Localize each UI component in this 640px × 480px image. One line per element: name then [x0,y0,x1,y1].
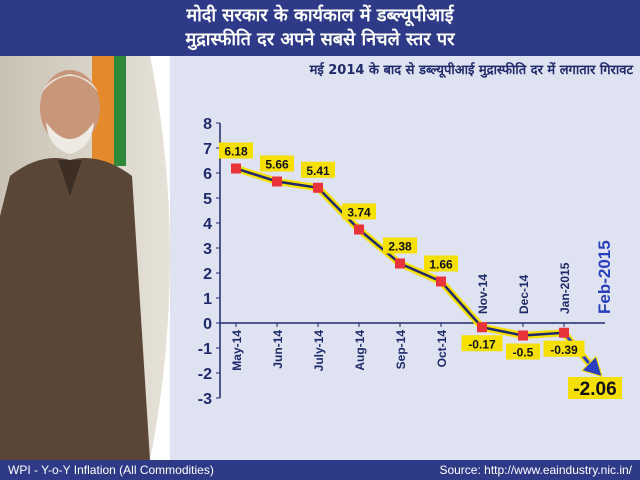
data-label-box [506,343,540,360]
data-label-box [543,340,585,357]
x-category-label: Jan-2015 [558,262,572,314]
header-title-line-2: मुद्रास्फीति दर अपने सबसे निचले स्तर पर [185,29,455,50]
data-label-box [260,155,294,172]
data-point-marker [477,322,487,333]
x-category-label: Oct-14 [435,330,449,368]
data-point-marker [272,176,282,187]
y-tick-label: 4 [203,216,212,233]
final-value-label: -2.06 [573,379,616,400]
y-tick-label: 2 [203,266,212,283]
footer-caption: WPI - Y-o-Y Inflation (All Commodities) [8,463,214,477]
y-tick-label: 8 [203,116,212,133]
data-label: 1.66 [429,258,453,272]
data-label: 5.41 [306,164,330,178]
x-category-label: Aug-14 [353,330,367,371]
y-tick-label: 7 [203,141,212,158]
y-tick-label: 0 [203,316,212,333]
x-category-label: Sep-14 [394,330,408,370]
data-label: -0.17 [468,337,496,351]
data-label: 6.18 [224,145,248,159]
data-label: -0.5 [513,346,534,360]
x-category-label: Dec-14 [517,274,531,314]
data-label: 5.66 [265,158,289,172]
y-tick-label: -3 [198,391,212,408]
y-tick-label: -2 [198,366,212,383]
data-label: -0.39 [550,343,578,357]
x-category-label: Jun-14 [271,330,285,369]
data-label-box [383,237,417,254]
y-tick-label: 1 [203,291,212,308]
data-label: 3.74 [347,206,371,220]
trend-arrow-head [581,355,603,378]
y-tick-label: -1 [198,341,212,358]
x-category-label: July-14 [312,330,326,372]
chart-title: मई 2014 के बाद से डब्ल्यूपीआई मुद्रास्फी… [309,63,633,78]
x-category-label: May-14 [230,330,244,371]
footer-source: Source: http://www.eaindustry.nic.in/ [439,463,632,477]
final-value-label-box [568,377,622,399]
data-point-marker [313,182,323,193]
header-title-line-1: मोदी सरकार के कार्यकाल में डब्ल्यूपीआई [186,5,454,26]
data-label-box [424,255,458,272]
data-point-marker [559,327,569,338]
data-label: 2.38 [388,240,412,254]
x-category-label: Nov-14 [476,274,490,314]
y-tick-label: 6 [203,166,212,183]
data-point-marker [231,163,241,174]
portrait-photo [0,56,170,460]
footer-bar: WPI - Y-o-Y Inflation (All Commodities) … [0,460,640,480]
data-point-marker [354,224,364,235]
x-category-label-final: Feb-2015 [595,240,614,314]
data-label-box [301,161,335,178]
data-point-marker [518,330,528,341]
header-banner: मोदी सरकार के कार्यकाल में डब्ल्यूपीआई म… [0,0,640,56]
data-label-box [461,335,503,352]
data-label-box [219,142,253,159]
data-label-box [342,203,376,220]
y-tick-label: 5 [203,191,212,208]
y-tick-label: 3 [203,241,212,258]
data-point-marker [436,276,446,287]
data-point-marker [395,258,405,269]
